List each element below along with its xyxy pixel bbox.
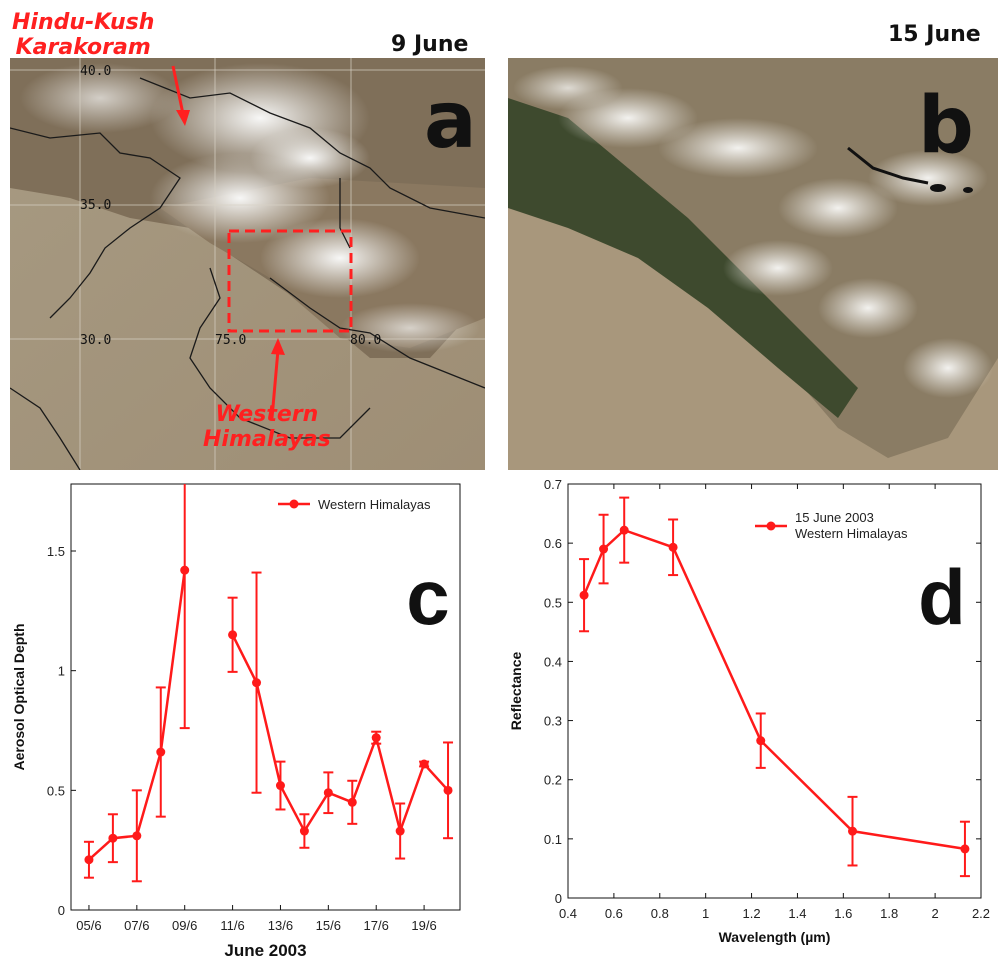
- chart-d-legend-label-line1: 15 June 2003: [795, 510, 874, 525]
- chart-d-ytick-label: 0.1: [544, 832, 562, 847]
- chart-d-plot-frame: [567, 483, 982, 899]
- chart-d-data-point: [579, 590, 589, 600]
- grid-label-lat-30: 30.0: [80, 333, 112, 348]
- grid-label-lon-75: 75.0: [215, 333, 247, 348]
- annotation-hk-line2: Karakoram: [15, 35, 151, 61]
- chart-d-data-point: [960, 844, 970, 854]
- chart-c-data-point: [275, 781, 285, 791]
- grid-label-lon-80: 80.0: [350, 333, 382, 348]
- chart-d-ytick-label: 0.2: [544, 773, 562, 788]
- chart-d-xtick-label: 1.2: [743, 906, 761, 921]
- chart-d-xtick-label: 2.2: [972, 906, 990, 921]
- chart-d-data-point: [668, 542, 678, 552]
- chart-c-panel-letter: c: [406, 553, 449, 641]
- chart-c-data-point: [132, 831, 142, 841]
- chart-d-xtick-label: 0.6: [605, 906, 623, 921]
- chart-d-ytick-label: 0.4: [544, 654, 562, 669]
- chart-c-aerosol-optical-depth: 0 0.5 1 1.5 05/6 07/6 09/6 11/6 13/6 15/6 17/6 19/6…: [11, 483, 461, 956]
- chart-d-panel-letter: d: [918, 553, 966, 641]
- chart-c-xtick-label: 07/6: [124, 918, 149, 933]
- annotation-wh-line2: Himalayas: [203, 427, 331, 453]
- chart-d-data-point: [756, 736, 766, 746]
- chart-c-ytick-label: 0: [58, 903, 65, 918]
- chart-c-data-point: [395, 826, 405, 836]
- chart-d-series-line: [582, 528, 966, 851]
- chart-d-xtick-label: 1: [702, 906, 709, 921]
- chart-d-xlabel: Wavelength (µm): [719, 929, 831, 945]
- chart-c-xtick-label: 05/6: [76, 918, 101, 933]
- chart-c-xtick-label: 09/6: [172, 918, 197, 933]
- annotation-hk-line1: Hindu-Kush: [12, 10, 155, 35]
- chart-d-xtick-label: 1.6: [834, 906, 852, 921]
- chart-d-ytick-label: 0: [555, 891, 562, 906]
- chart-d-xtick-label: 1.8: [880, 906, 898, 921]
- chart-d-reflectance: 0 0.1 0.2 0.3 0.4 0.5 0.6 0.7 0.4 0.6 0.8 1 1.2 1.4 1.…: [508, 477, 990, 945]
- chart-d-data-point: [619, 525, 629, 535]
- chart-c-data-point: [228, 630, 238, 640]
- chart-c-legend-marker: [289, 499, 299, 509]
- chart-c-data-point: [299, 826, 309, 836]
- chart-c-xtick-label: 11/6: [220, 918, 244, 933]
- chart-c-xtick-label: 15/6: [316, 918, 341, 933]
- chart-c-series-line: [231, 634, 449, 836]
- grid-label-lat-40: 40.0: [80, 64, 112, 79]
- chart-c-xlabel: June 2003: [224, 941, 306, 956]
- chart-c-ytick-label: 0.5: [47, 783, 65, 798]
- annotation-western-himalayas: Western Himalayas: [203, 402, 331, 453]
- chart-d-ytick-label: 0.6: [544, 536, 562, 551]
- chart-c-data-point: [108, 833, 118, 843]
- panel-a-satellite-image: [10, 58, 485, 470]
- chart-c-data-point: [323, 788, 333, 798]
- chart-d-legend-marker: [766, 521, 776, 531]
- chart-c-xtick-label: 19/6: [411, 918, 436, 933]
- chart-c-data-point: [419, 759, 429, 769]
- annotation-hindu-kush-karakoram: Hindu-Kush Karakoram: [12, 10, 154, 61]
- chart-c-plot-frame: [70, 483, 461, 911]
- chart-d-xtick-label: 2: [931, 906, 938, 921]
- chart-d-ytick-label: 0.7: [544, 477, 562, 492]
- chart-c-data-point: [347, 797, 357, 807]
- chart-c-data-point: [180, 565, 190, 575]
- chart-d-ylabel: Reflectance: [508, 651, 524, 730]
- chart-c-xtick-label: 13/6: [268, 918, 293, 933]
- panel-b-satellite-image: [508, 58, 998, 470]
- chart-d-xtick-label: 0.4: [559, 906, 577, 921]
- chart-d-xtick-label: 0.8: [651, 906, 669, 921]
- annotation-wh-line1: Western: [215, 402, 319, 427]
- grid-label-lat-35: 35.0: [80, 198, 112, 213]
- chart-c-legend-label: Western Himalayas: [318, 497, 431, 512]
- chart-c-data-point: [252, 678, 262, 688]
- chart-d-ytick-label: 0.3: [544, 714, 562, 729]
- panel-a-letter: a: [424, 76, 477, 166]
- chart-c-data-point: [156, 747, 166, 757]
- panel-b-letter: b: [918, 81, 974, 171]
- panel-b-date: 15 June: [888, 22, 981, 47]
- chart-c-ylabel: Aerosol Optical Depth: [11, 623, 27, 770]
- chart-c-ytick-label: 1.5: [47, 544, 65, 559]
- chart-d-legend-label-line2: Western Himalayas: [795, 526, 908, 541]
- chart-d-data-point: [848, 826, 858, 836]
- panel-a-date: 9 June: [391, 32, 469, 57]
- chart-c-ytick-label: 1: [58, 664, 65, 679]
- chart-d-ytick-label: 0.5: [544, 595, 562, 610]
- chart-d-data-point: [599, 544, 609, 554]
- chart-c-data-point: [84, 855, 94, 865]
- chart-c-data-point: [443, 785, 453, 795]
- chart-d-xtick-label: 1.4: [788, 906, 806, 921]
- chart-c-xtick-label: 17/6: [364, 918, 389, 933]
- chart-c-data-point: [371, 733, 381, 743]
